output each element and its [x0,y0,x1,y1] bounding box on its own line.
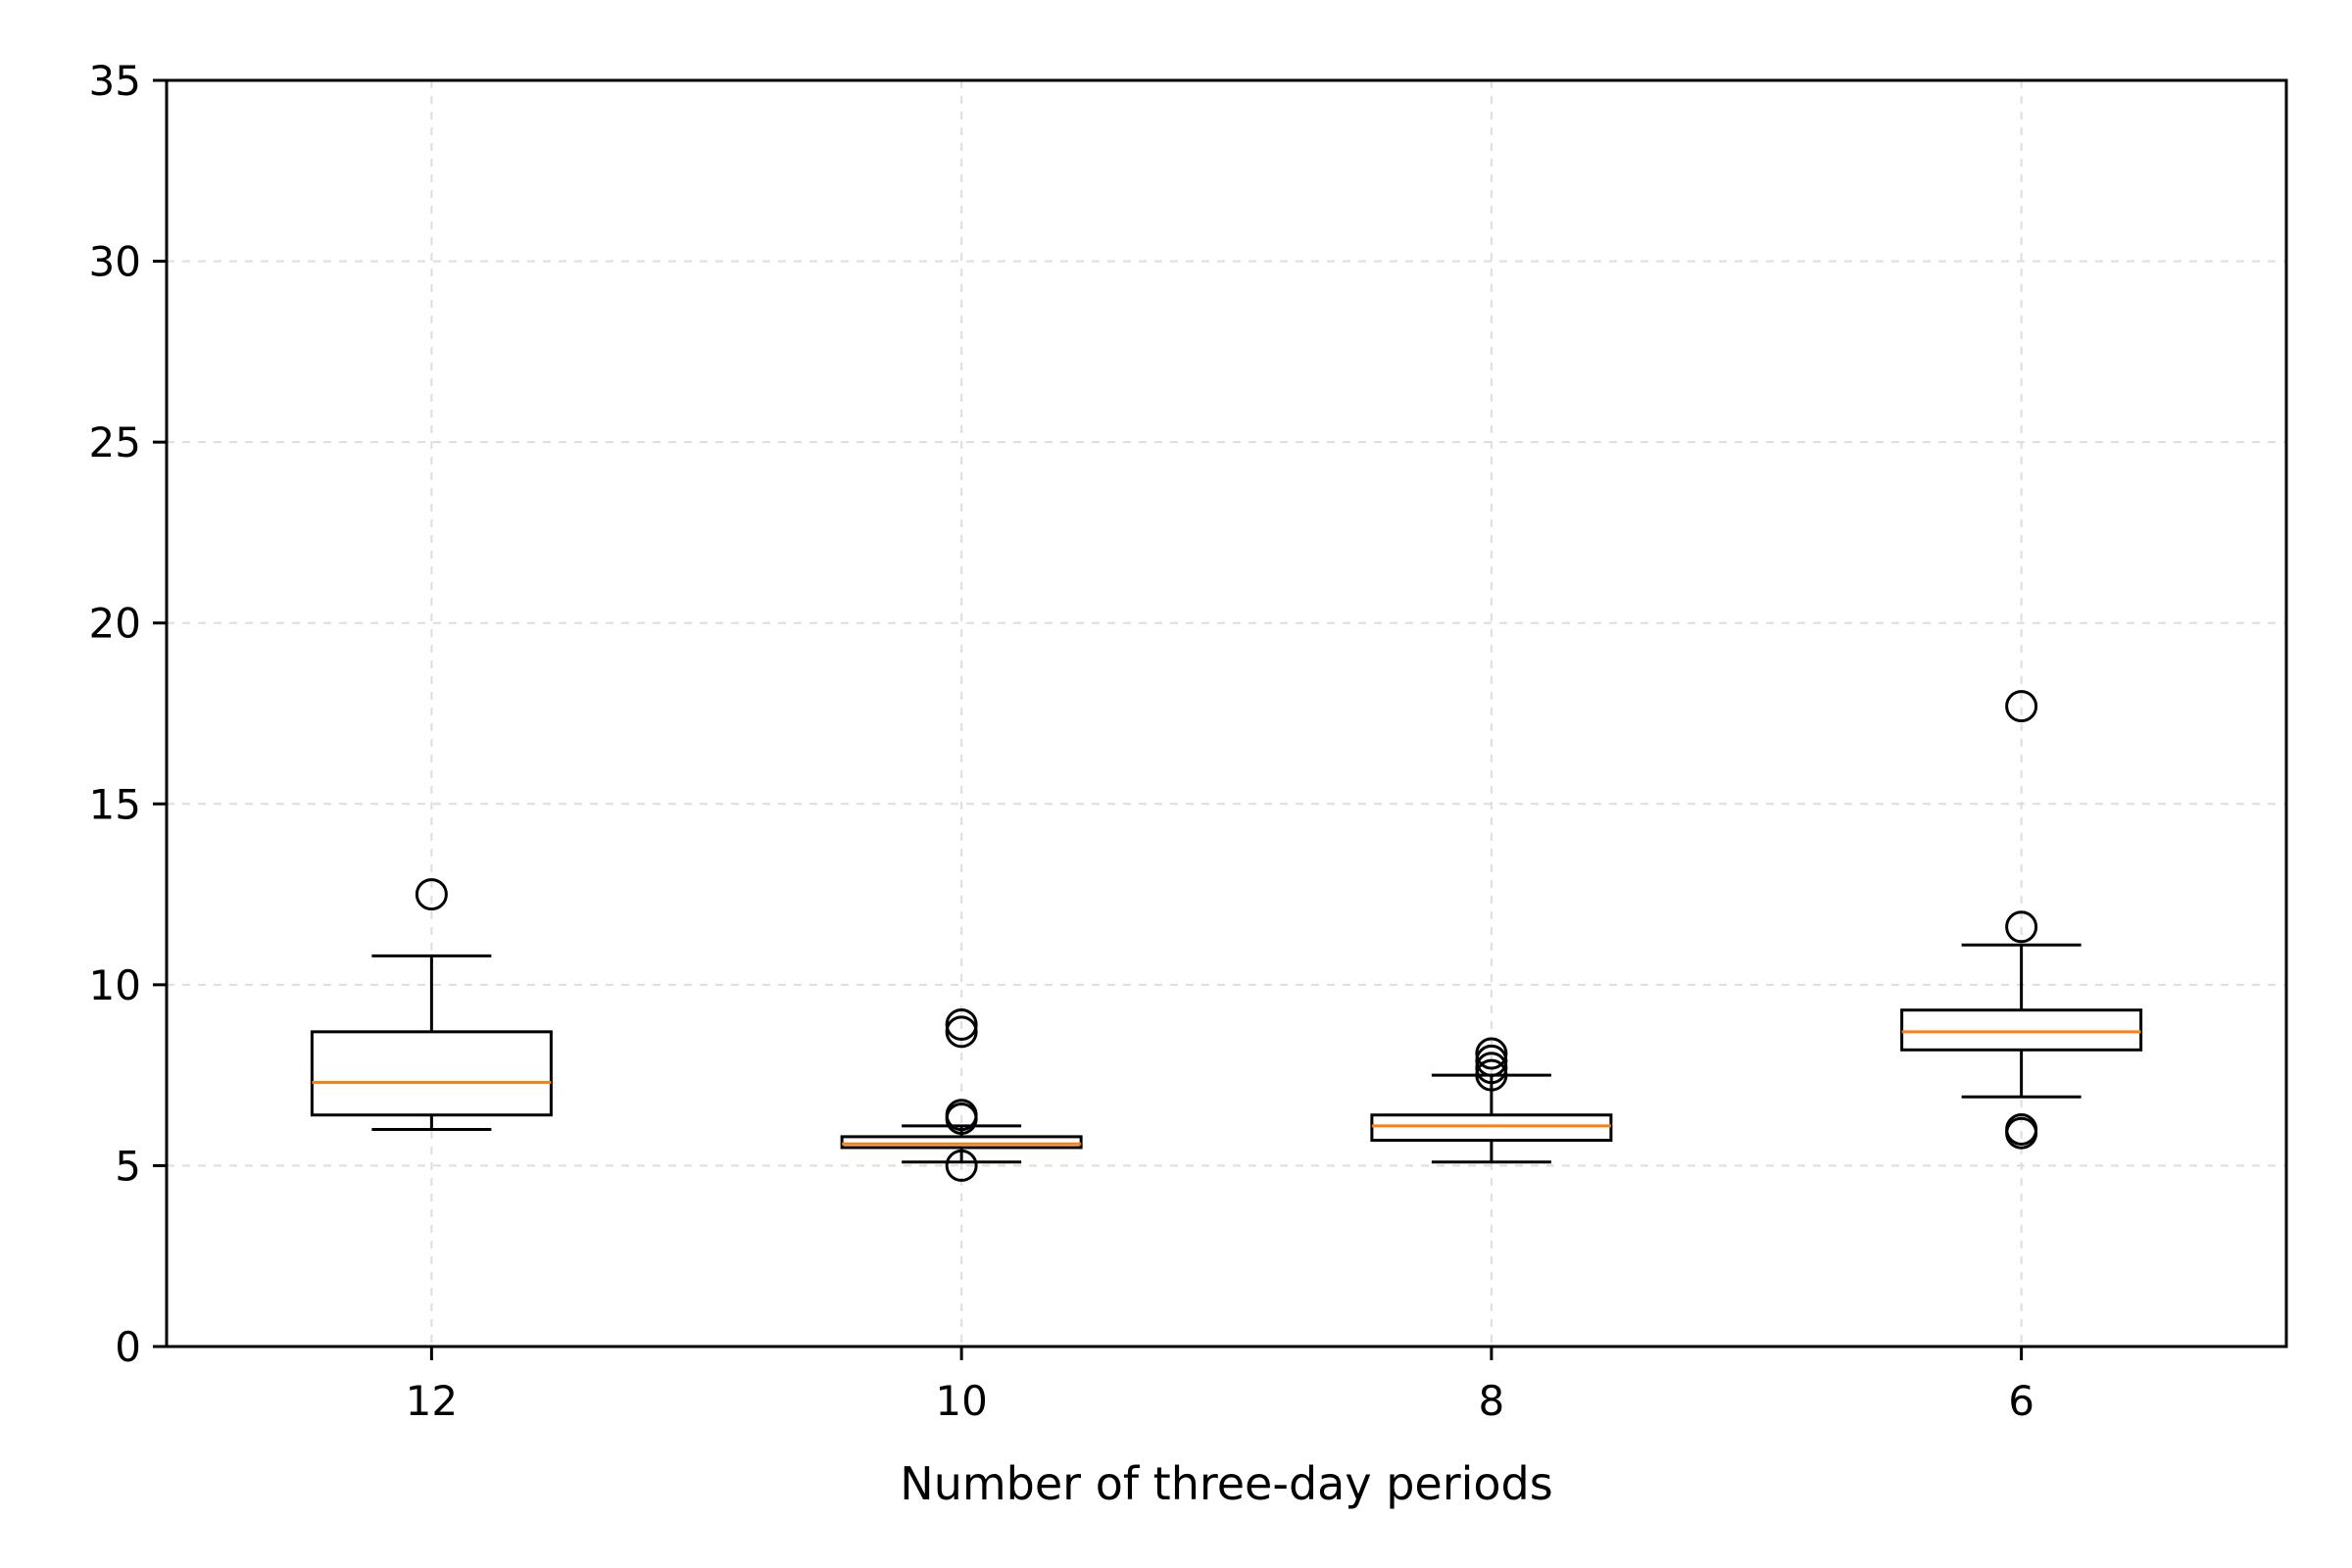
y-tick-label: 35 [89,57,141,105]
y-tick-label: 25 [89,418,141,466]
outlier-point [945,1015,978,1049]
outlier-point [2005,690,2038,723]
y-axis: 0 5 10 15 20 25 30 35 [89,57,167,1371]
outlier-point [1475,1052,1508,1085]
outlier-point [945,1099,978,1132]
outlier-point [415,878,448,911]
plot-area-frame [165,78,2288,1348]
y-tick-label: 30 [89,238,141,286]
x-tick-label: 10 [935,1377,987,1425]
iqr-box [1900,1008,2143,1052]
x-tick-label: 6 [2008,1377,2034,1425]
iqr-box [1370,1113,1613,1143]
y-tick-label: 10 [89,961,141,1009]
outlier-point [2005,910,2038,944]
box-plot-series [310,690,2143,1182]
box-group-10 [840,1007,1083,1182]
box-group-12 [310,878,553,1132]
x-axis: 12 10 8 6 [406,1347,2034,1425]
x-tick-label: 12 [406,1377,458,1425]
grid-lines [167,79,2286,1348]
outlier-point [1475,1037,1508,1070]
iqr-box [310,1030,553,1117]
y-tick-label: 0 [115,1323,141,1371]
outlier-point [945,1149,978,1182]
box-group-6 [1900,690,2143,1150]
outlier-point [1475,1058,1508,1092]
y-tick-label: 5 [115,1142,141,1190]
outlier-point [2005,1113,2038,1147]
y-tick-label: 20 [89,600,141,648]
x-axis-label: Number of three-day periods [900,1457,1552,1510]
x-tick-label: 8 [1479,1377,1505,1425]
box-group-8 [1370,1037,1613,1164]
y-tick-label: 15 [89,780,141,828]
outlier-point [1475,1044,1508,1077]
outlier-point [945,1007,978,1041]
iqr-box [840,1135,1083,1150]
